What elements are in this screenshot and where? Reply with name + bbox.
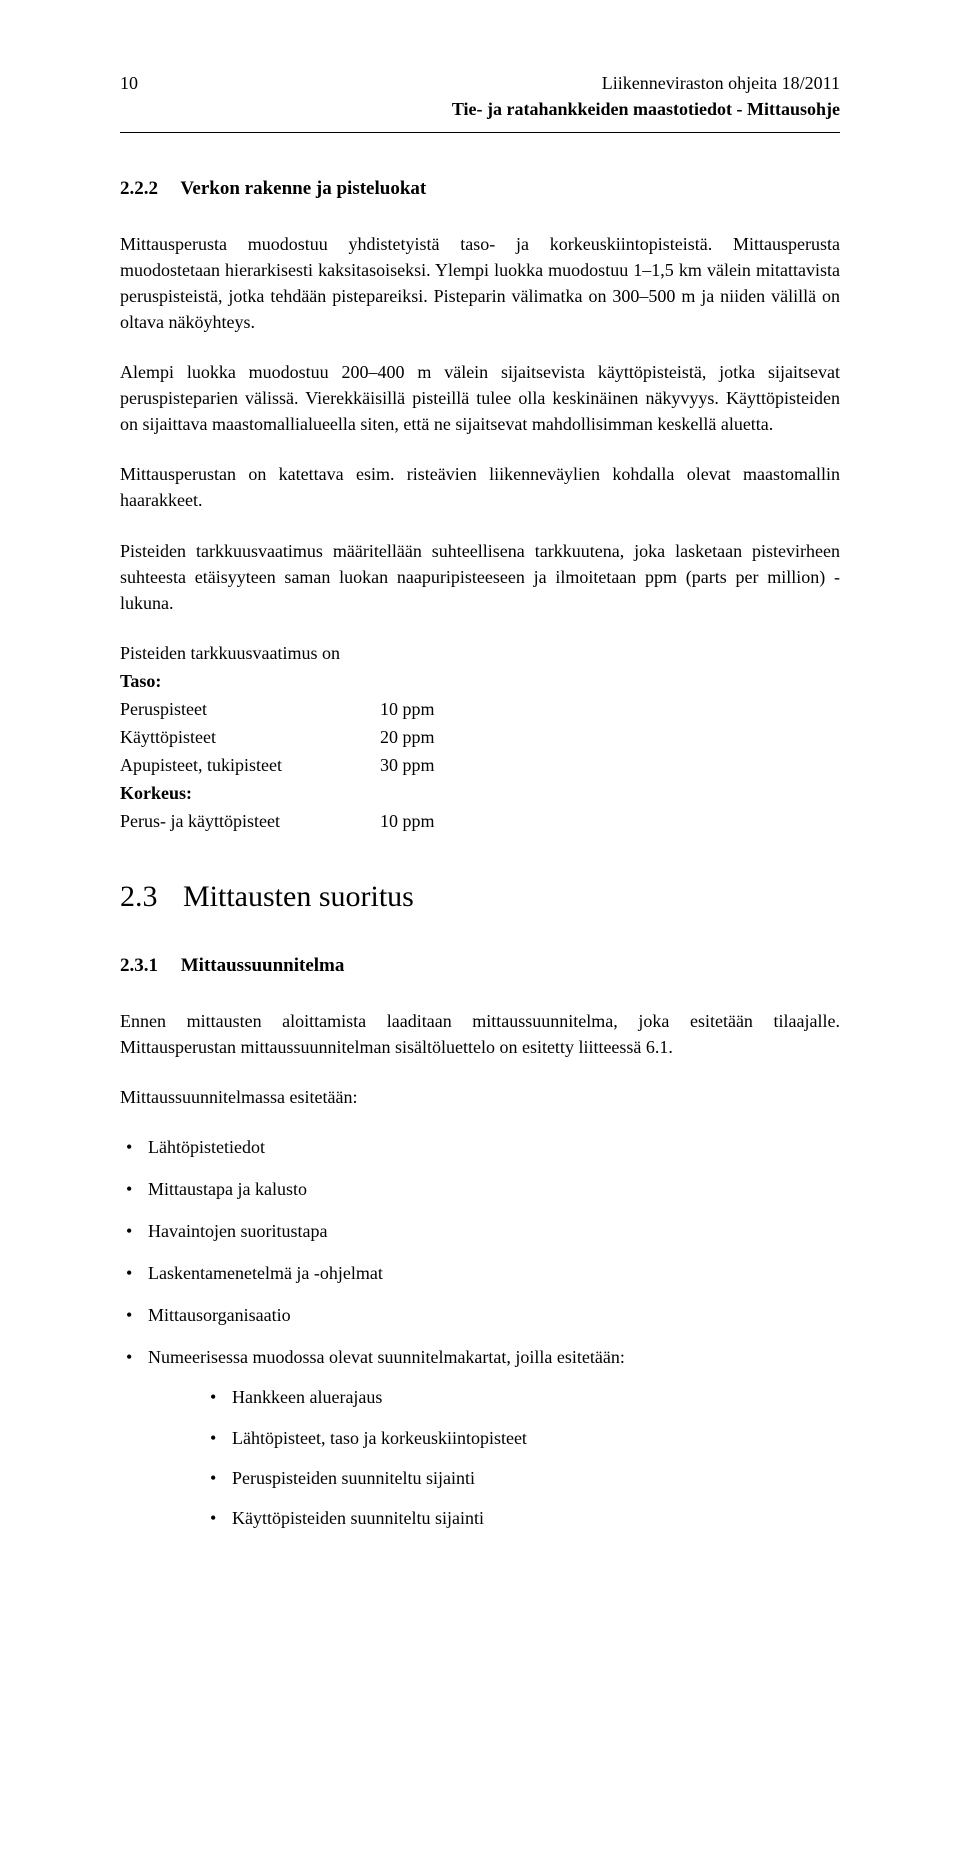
subsection-number: 2.2.2 <box>120 178 158 199</box>
reqs-intro: Pisteiden tarkkuusvaatimus on <box>120 640 840 666</box>
reqs-row: Apupisteet, tukipisteet 30 ppm <box>120 752 840 778</box>
reqs-row: Peruspisteet 10 ppm <box>120 696 840 722</box>
doc-title-line2: Tie- ja ratahankkeiden maastotiedot - Mi… <box>452 96 840 122</box>
reqs-label-taso: Taso: <box>120 668 840 694</box>
list-item: Laskentamenetelmä ja -ohjelmat <box>120 1260 840 1286</box>
list-item: Havaintojen suoritustapa <box>120 1218 840 1244</box>
reqs-label-korkeus: Korkeus: <box>120 780 840 806</box>
reqs-key: Peruspisteet <box>120 696 380 722</box>
reqs-value: 30 ppm <box>380 752 435 778</box>
body-paragraph: Alempi luokka muodostuu 200–400 m välein… <box>120 359 840 437</box>
subsection-title: Verkon rakenne ja pisteluokat <box>180 178 426 199</box>
list-item: Lähtöpisteet, taso ja korkeuskiintopiste… <box>204 1425 840 1451</box>
reqs-value: 10 ppm <box>380 696 435 722</box>
body-paragraph: Mittaussuunnitelmassa esitetään: <box>120 1084 840 1110</box>
body-paragraph: Pisteiden tarkkuusvaatimus määritellään … <box>120 538 840 616</box>
subsection-title: Mittaussuunnitelma <box>181 955 345 976</box>
list-item: Numeerisessa muodossa olevat suunnitelma… <box>120 1344 840 1530</box>
doc-title-line1: Liikenneviraston ohjeita 18/2011 <box>452 70 840 96</box>
section-number: 2.3 <box>120 880 158 913</box>
accuracy-requirements: Pisteiden tarkkuusvaatimus on Taso: Peru… <box>120 640 840 835</box>
page-header: 10 Liikenneviraston ohjeita 18/2011 Tie-… <box>120 70 840 122</box>
reqs-key: Perus- ja käyttöpisteet <box>120 808 380 834</box>
list-item: Käyttöpisteiden suunniteltu sijainti <box>204 1505 840 1531</box>
body-paragraph: Mittausperusta muodostuu yhdistetyistä t… <box>120 231 840 335</box>
page-number: 10 <box>120 70 138 96</box>
list-item: Lähtöpistetiedot <box>120 1134 840 1160</box>
header-divider <box>120 132 840 133</box>
reqs-row: Perus- ja käyttöpisteet 10 ppm <box>120 808 840 834</box>
subsection-number: 2.3.1 <box>120 955 158 976</box>
body-paragraph: Mittausperustan on katettava esim. riste… <box>120 461 840 513</box>
subsection-heading: 2.2.2 Verkon rakenne ja pisteluokat <box>120 175 840 203</box>
nested-bullet-list: Hankkeen aluerajaus Lähtöpisteet, taso j… <box>148 1384 840 1530</box>
doc-title-block: Liikenneviraston ohjeita 18/2011 Tie- ja… <box>452 70 840 122</box>
body-paragraph: Ennen mittausten aloittamista laaditaan … <box>120 1008 840 1060</box>
list-item: Mittausorganisaatio <box>120 1302 840 1328</box>
list-item: Hankkeen aluerajaus <box>204 1384 840 1410</box>
list-item: Mittaustapa ja kalusto <box>120 1176 840 1202</box>
reqs-key: Käyttöpisteet <box>120 724 380 750</box>
reqs-key: Apupisteet, tukipisteet <box>120 752 380 778</box>
reqs-value: 20 ppm <box>380 724 435 750</box>
section-title: Mittausten suoritus <box>183 880 414 913</box>
reqs-row: Käyttöpisteet 20 ppm <box>120 724 840 750</box>
section-heading: 2.3 Mittausten suoritus <box>120 875 840 919</box>
list-item: Peruspisteiden suunniteltu sijainti <box>204 1465 840 1491</box>
list-item-text: Numeerisessa muodossa olevat suunnitelma… <box>148 1347 625 1367</box>
reqs-value: 10 ppm <box>380 808 435 834</box>
bullet-list: Lähtöpistetiedot Mittaustapa ja kalusto … <box>120 1134 840 1531</box>
subsection-heading: 2.3.1 Mittaussuunnitelma <box>120 952 840 980</box>
